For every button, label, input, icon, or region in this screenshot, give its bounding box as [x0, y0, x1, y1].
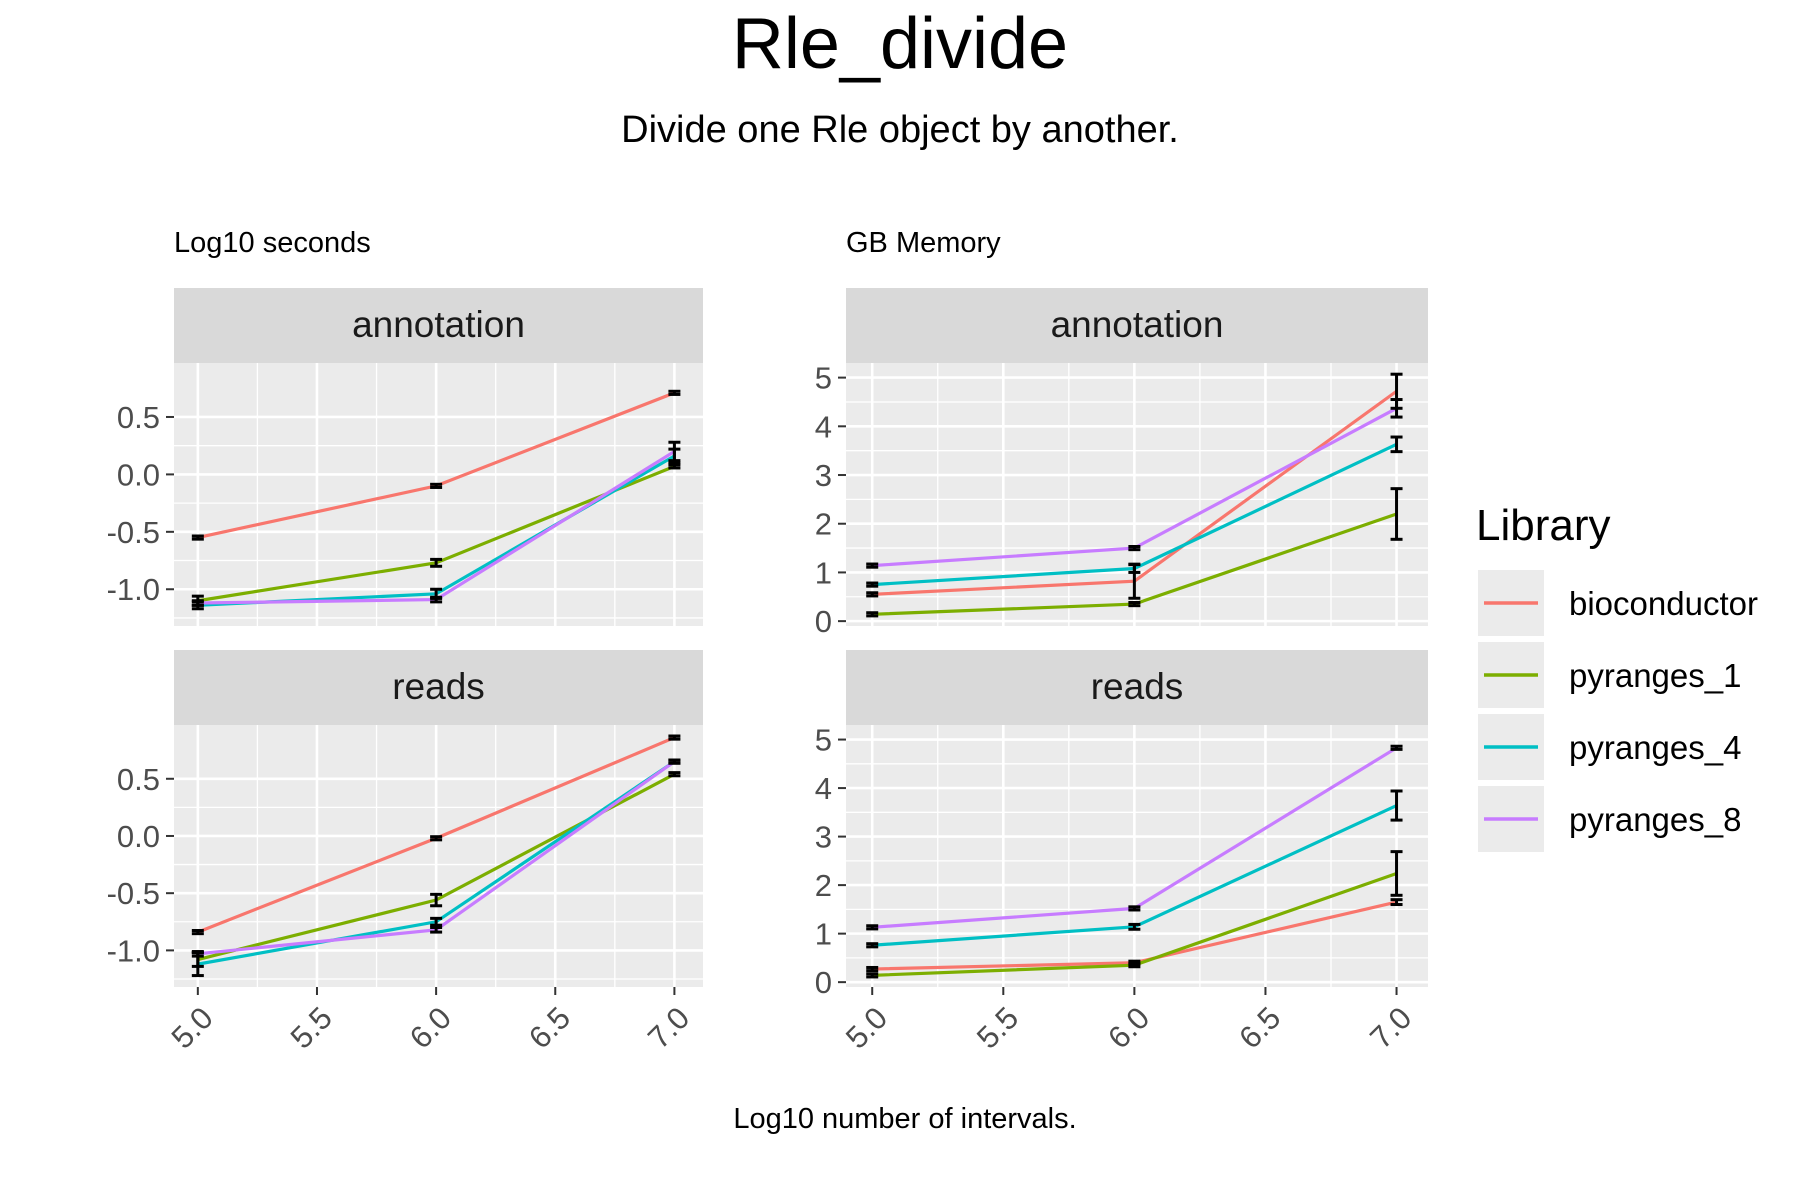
x-tick-label: 6.0	[1101, 1000, 1156, 1055]
y-tick-label: -1.0	[107, 933, 160, 968]
y-tick-label: 5	[815, 723, 832, 758]
error-bar-bioconductor	[866, 591, 879, 598]
error-bar-pyranges_1	[1390, 850, 1403, 897]
x-tick-label: 5.0	[165, 1000, 220, 1055]
error-bar-pyranges_1	[1128, 962, 1141, 969]
error-bar-bioconductor	[430, 835, 443, 842]
error-bar-pyranges_8	[1128, 905, 1141, 912]
y-tick-label: -0.5	[107, 876, 160, 911]
x-tick-label: 7.0	[641, 1000, 696, 1055]
y-tick-label: 3	[815, 820, 832, 855]
x-tick-label: 6.5	[522, 1000, 577, 1055]
x-tick-label: 5.5	[284, 1000, 339, 1055]
error-bar-pyranges_4	[1390, 435, 1403, 454]
x-tick-label: 5.5	[970, 1000, 1025, 1055]
error-bar-bioconductor	[191, 929, 204, 936]
x-axis-title: Log10 number of intervals.	[733, 1103, 1076, 1135]
y-tick-label: 0.0	[117, 819, 160, 854]
legend: Library bioconductor pyranges_1 pyranges_4…	[1476, 501, 1758, 852]
facet-panels: annotation -1.0 -0.5 0.0 0.5 reads -1.0 -0.5 0.0…	[107, 288, 1428, 1055]
error-bar-bioconductor	[191, 534, 204, 541]
x-tick-label: 6.5	[1232, 1000, 1287, 1055]
error-bar-bioconductor	[668, 389, 681, 396]
y-tick-label: 4	[815, 409, 832, 444]
y-tick-label: 1	[815, 555, 832, 590]
error-bar-pyranges_8	[668, 758, 681, 765]
error-bar-pyranges_8	[1390, 744, 1403, 751]
error-bar-pyranges_1	[430, 892, 443, 908]
error-bar-pyranges_1	[866, 611, 879, 618]
facet-strip-label: reads	[392, 666, 485, 707]
y-tick-label: 0.5	[117, 762, 160, 797]
legend-label: bioconductor	[1569, 585, 1758, 622]
error-bar-pyranges_8	[866, 924, 879, 931]
error-bar-pyranges_1	[1390, 487, 1403, 541]
facet-panel-reads: reads -1.0 -0.5 0.0 0.5 5.0 5.5 6.0 6.5 7.0	[107, 650, 703, 1055]
legend-label: pyranges_4	[1569, 729, 1741, 766]
facet-strip	[174, 650, 703, 725]
facet-strip-label: annotation	[352, 304, 525, 345]
error-bar-pyranges_4	[1390, 789, 1403, 822]
legend-label: pyranges_8	[1569, 801, 1741, 838]
x-tick-label: 6.0	[403, 1000, 458, 1055]
y-tick-label: 4	[815, 771, 832, 806]
y-tick-label: 0.0	[117, 457, 160, 492]
error-bar-pyranges_1	[866, 972, 879, 979]
error-bar-pyranges_1	[668, 771, 681, 778]
facet-strip	[174, 288, 703, 363]
error-bar-pyranges_4	[866, 581, 879, 588]
error-bar-pyranges_8	[866, 562, 879, 569]
legend-label: pyranges_1	[1569, 657, 1741, 694]
y-tick-label: 5	[815, 361, 832, 396]
error-bar-pyranges_1	[668, 463, 681, 470]
facet-strip-label: reads	[1091, 666, 1184, 707]
error-bar-pyranges_8	[430, 595, 443, 604]
facet-panel-reads: reads 0 1 2 3 4 5 5.0 5.5 6.0 6.5 7.0	[815, 650, 1428, 1055]
y-tick-label: 2	[815, 507, 832, 542]
legend-item-pyranges_4: pyranges_4	[1478, 714, 1741, 780]
y-tick-label: 3	[815, 458, 832, 493]
error-bar-pyranges_4	[1128, 563, 1141, 574]
error-bar-pyranges_1	[1128, 601, 1141, 608]
legend-item-pyranges_1: pyranges_1	[1478, 642, 1741, 708]
error-bar-pyranges_1	[430, 557, 443, 568]
error-bar-bioconductor	[866, 965, 879, 973]
legend-item-pyranges_8: pyranges_8	[1478, 786, 1741, 852]
error-bar-pyranges_8	[668, 440, 681, 463]
error-bar-bioconductor	[668, 734, 681, 741]
facet-panel-annotation: annotation 0 1 2 3 4 5	[815, 288, 1428, 639]
legend-title: Library	[1476, 501, 1611, 550]
y-tick-label: 2	[815, 868, 832, 903]
right-column-title: GB Memory	[846, 227, 1001, 259]
plot-background	[174, 363, 703, 626]
y-tick-label: -1.0	[107, 572, 160, 607]
chart-subtitle: Divide one Rle object by another.	[621, 109, 1179, 151]
facet-strip	[846, 650, 1428, 725]
y-tick-label: 1	[815, 917, 832, 952]
error-bar-pyranges_8	[191, 950, 204, 958]
error-bar-pyranges_8	[1390, 398, 1403, 419]
left-column-title: Log10 seconds	[174, 227, 371, 259]
x-tick-label: 5.0	[839, 1000, 894, 1055]
error-bar-pyranges_8	[191, 599, 204, 607]
chart-title: Rle_divide	[732, 4, 1068, 84]
error-bar-pyranges_4	[1128, 922, 1141, 931]
legend-item-bioconductor: bioconductor	[1478, 570, 1758, 636]
error-bar-bioconductor	[1390, 898, 1403, 907]
error-bar-bioconductor	[430, 482, 443, 489]
facet-strip	[846, 288, 1428, 363]
y-tick-label: 0.5	[117, 400, 160, 435]
error-bar-pyranges_8	[1128, 544, 1141, 552]
y-tick-label: -0.5	[107, 515, 160, 550]
y-tick-label: 0	[815, 604, 832, 639]
error-bar-pyranges_4	[430, 916, 443, 927]
x-tick-label: 7.0	[1363, 1000, 1418, 1055]
y-tick-label: 0	[815, 965, 832, 1000]
error-bar-pyranges_8	[430, 926, 443, 934]
facet-strip-label: annotation	[1051, 304, 1224, 345]
facet-panel-annotation: annotation -1.0 -0.5 0.0 0.5	[107, 288, 703, 626]
error-bar-pyranges_4	[866, 942, 879, 949]
